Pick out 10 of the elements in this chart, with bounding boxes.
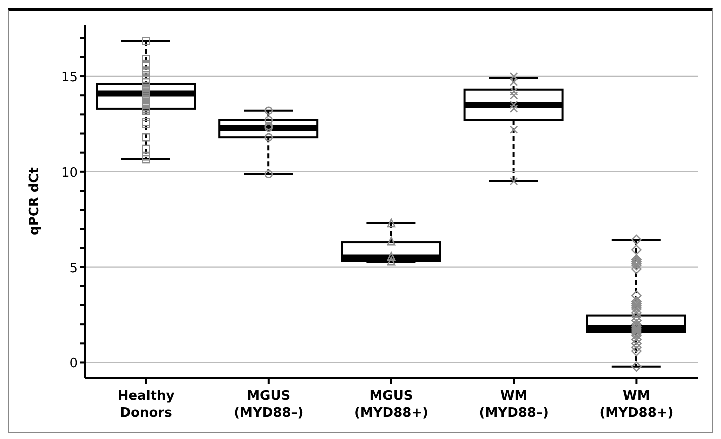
x-tick-label: MGUS (MYD88–) [234, 389, 304, 421]
y-axis-title: qPCR dCt [28, 168, 43, 236]
y-tick-label: 5 [70, 261, 78, 276]
y-tick-label: 10 [61, 166, 78, 181]
x-tick-label: WM (MYD88+) [600, 389, 674, 421]
x-tick-label: WM (MYD88–) [479, 389, 549, 421]
y-tick-label: 0 [70, 356, 78, 372]
y-tick-label: 15 [61, 70, 78, 86]
x-tick-label: MGUS (MYD88+) [354, 389, 429, 421]
x-tick-label: Healthy Donors [118, 389, 176, 421]
